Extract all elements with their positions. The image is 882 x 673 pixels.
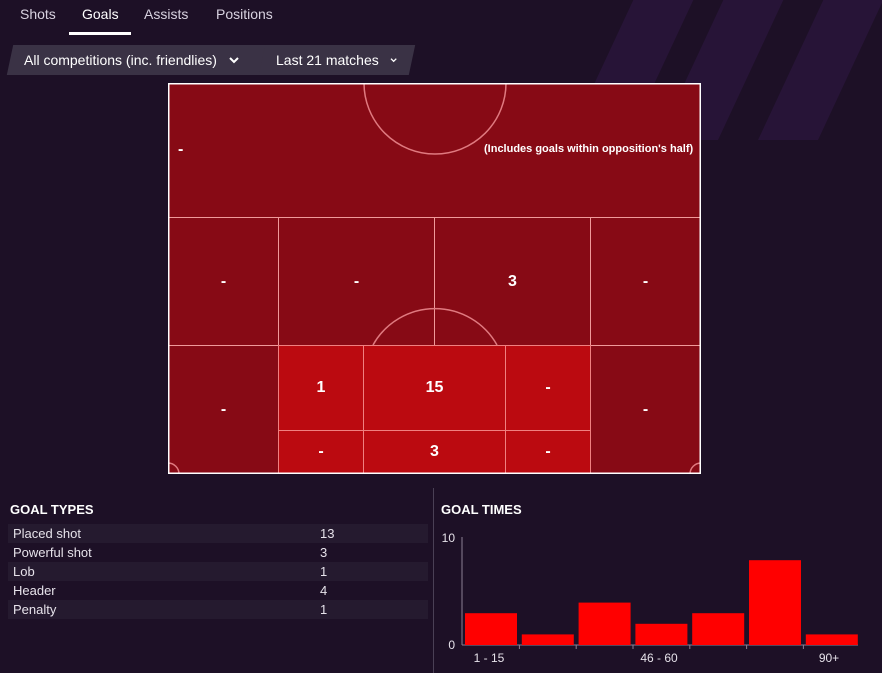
x-tick-label: 1 - 15 (474, 651, 505, 665)
chevron-down-icon (229, 57, 239, 64)
chevron-down-icon (390, 58, 397, 63)
zone-mid-left-central[interactable]: - (278, 217, 435, 346)
goal-type-label: Penalty (13, 602, 57, 617)
tab-positions[interactable]: Positions (216, 6, 273, 22)
period-filter-label: Last 21 matches (276, 52, 379, 68)
stats-tab-bar: Shots Goals Assists Positions (0, 0, 882, 36)
bar-61-75[interactable] (692, 613, 745, 645)
x-tick-label: 46 - 60 (640, 651, 678, 665)
zone-six-yard-central[interactable]: 3 (363, 430, 506, 474)
goal-types-title: GOAL TYPES (10, 502, 94, 517)
section-divider (433, 488, 434, 673)
goal-times-chart: 10 0 1 - 15 46 - 60 90+ (442, 531, 858, 665)
x-ticks-group (518, 645, 804, 649)
bar-16-30[interactable] (521, 634, 574, 645)
table-row: Header 4 (8, 581, 428, 600)
x-tick-label: 90+ (819, 651, 839, 665)
y-tick-min: 0 (448, 638, 455, 652)
goals-pitch-map: - (Includes goals within opposition's ha… (168, 83, 701, 474)
competition-filter-label: All competitions (inc. friendlies) (24, 52, 217, 68)
bar-90+[interactable] (805, 634, 858, 645)
zone-box-left-wide[interactable]: - (168, 345, 279, 474)
goal-type-label: Lob (13, 564, 35, 579)
bar-46-60[interactable] (635, 623, 688, 645)
bars-group (465, 560, 858, 645)
zone-mid-right-central[interactable]: 3 (434, 217, 591, 346)
goal-type-label: Placed shot (13, 526, 81, 541)
active-tab-indicator (69, 32, 131, 35)
zone-six-yard-left[interactable]: - (278, 430, 364, 474)
zone-box-central[interactable]: 15 (363, 345, 506, 431)
table-row: Penalty 1 (8, 600, 428, 619)
period-filter-dropdown[interactable]: Last 21 matches (258, 45, 416, 75)
goal-type-value: 1 (320, 602, 328, 617)
bar-1-15[interactable] (465, 613, 517, 645)
table-row: Lob 1 (8, 562, 428, 581)
goal-type-value: 13 (320, 526, 335, 541)
bar-31-45[interactable] (578, 602, 631, 645)
goal-type-value: 4 (320, 583, 328, 598)
zone-long-range-value: - (178, 141, 184, 158)
table-row: Placed shot 13 (8, 524, 428, 543)
goal-type-label: Powerful shot (13, 545, 92, 560)
goal-types-table: Placed shot 13 Powerful shot 3 Lob 1 Hea… (8, 524, 428, 619)
zone-six-yard-right[interactable]: - (505, 430, 591, 474)
zone-box-right[interactable]: - (505, 345, 591, 431)
tab-shots[interactable]: Shots (20, 6, 56, 22)
goal-type-value: 3 (320, 545, 328, 560)
bar-76-90[interactable] (749, 560, 801, 645)
table-row: Powerful shot 3 (8, 543, 428, 562)
goal-type-label: Header (13, 583, 56, 598)
tab-goals[interactable]: Goals (82, 6, 119, 22)
zone-mid-left-wide[interactable]: - (168, 217, 279, 346)
tab-assists[interactable]: Assists (144, 6, 189, 22)
competition-filter-dropdown[interactable]: All competitions (inc. friendlies) (6, 45, 268, 75)
zone-mid-right-wide[interactable]: - (590, 217, 701, 346)
y-tick-max: 10 (442, 531, 456, 545)
zone-long-range-note: (Includes goals within opposition's half… (484, 143, 694, 155)
zone-box-left[interactable]: 1 (278, 345, 364, 431)
goal-type-value: 1 (320, 564, 328, 579)
zone-box-right-wide[interactable]: - (590, 345, 701, 474)
goal-times-title: GOAL TIMES (441, 502, 522, 517)
